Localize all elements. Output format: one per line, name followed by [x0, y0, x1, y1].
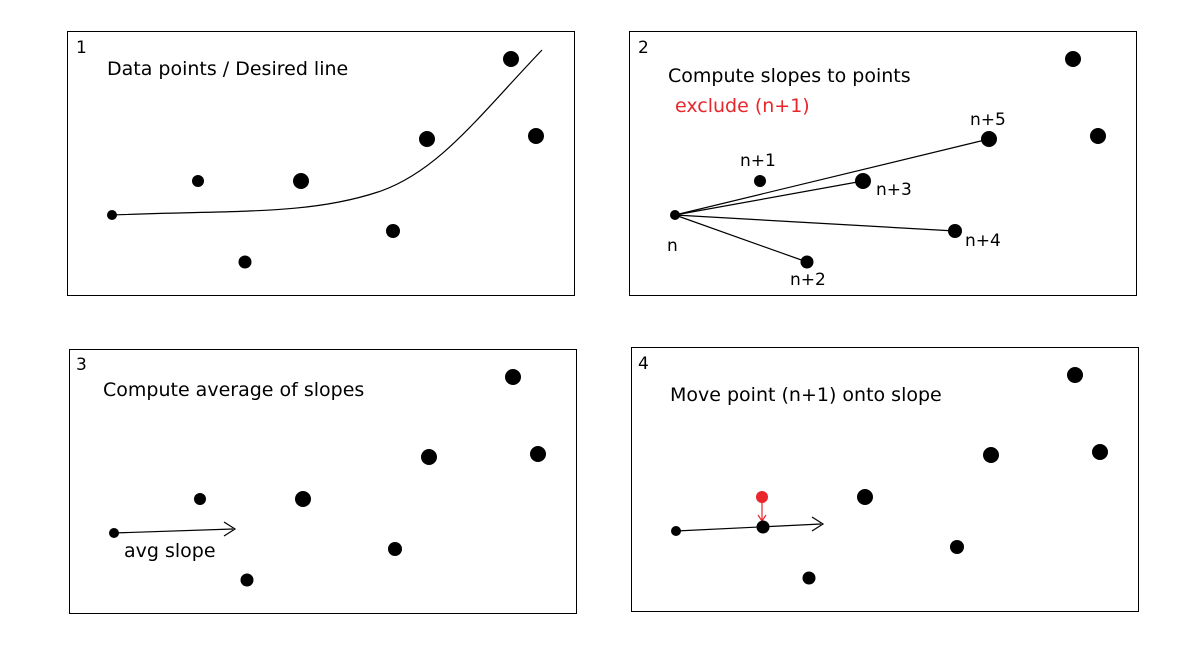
data-point — [388, 542, 402, 556]
label-n-plus-1: n+1 — [740, 151, 776, 171]
data-point — [107, 210, 117, 220]
data-point — [857, 489, 873, 505]
panel-2-plot: n n+1 n+2 n+3 n+4 n+5 — [667, 51, 1106, 290]
label-n: n — [667, 236, 678, 256]
panel-number: 1 — [76, 38, 87, 58]
data-point — [238, 255, 252, 269]
data-point — [802, 571, 816, 585]
panel-number: 2 — [638, 38, 649, 58]
panel-1-plot — [107, 49, 544, 269]
data-point — [293, 173, 309, 189]
data-point — [419, 131, 435, 147]
data-point — [1090, 128, 1106, 144]
label-n-plus-2: n+2 — [790, 270, 826, 290]
label-n-plus-5: n+5 — [970, 110, 1006, 130]
panel-caption: Compute slopes to points — [668, 65, 911, 87]
label-n-plus-3: n+3 — [876, 180, 912, 200]
data-point — [109, 528, 119, 538]
data-point — [386, 224, 400, 238]
exclude-note: exclude (n+1) — [675, 95, 810, 117]
data-point — [1092, 444, 1108, 460]
panel-3-plot — [109, 369, 546, 587]
panel-caption: Data points / Desired line — [107, 58, 349, 80]
panel-2: 2 Compute slopes to points exclude (n+1)… — [629, 31, 1137, 296]
avg-slope-arrow — [113, 528, 234, 534]
data-point — [240, 573, 254, 587]
point-n-plus-1 — [754, 175, 766, 187]
arrow-head — [811, 516, 825, 532]
point-n-plus-2 — [800, 255, 814, 269]
arrow-head — [223, 521, 237, 537]
data-point — [192, 175, 204, 187]
label-n-plus-4: n+4 — [965, 231, 1001, 251]
data-point — [1065, 51, 1081, 67]
point-n-plus-4 — [948, 224, 962, 238]
panel-4: 4 Move point (n+1) onto slope — [631, 347, 1139, 612]
avg-slope-label: avg slope — [124, 540, 216, 562]
data-point — [530, 446, 546, 462]
panel-number: 3 — [76, 355, 87, 375]
data-point — [671, 526, 681, 536]
slope-line — [674, 214, 956, 232]
data-point — [505, 369, 521, 385]
avg-slope-arrow — [675, 523, 822, 532]
panel-3: 3 Compute average of slopes avg slope — [69, 349, 577, 614]
data-point — [1067, 367, 1083, 383]
data-point — [295, 491, 311, 507]
data-point — [421, 449, 437, 465]
slope-line — [674, 214, 808, 263]
data-point — [950, 540, 964, 554]
panel-caption: Move point (n+1) onto slope — [670, 384, 942, 406]
data-point — [983, 447, 999, 463]
data-point — [194, 493, 206, 505]
point-n-plus-5 — [981, 131, 997, 147]
desired-line — [111, 49, 543, 216]
panel-caption: Compute average of slopes — [103, 379, 365, 401]
panel-1: 1 Data points / Desired line — [67, 31, 575, 296]
original-point — [756, 491, 768, 503]
data-point — [503, 51, 519, 67]
slope-line — [674, 180, 864, 216]
panel-4-plot — [671, 367, 1108, 585]
point-n — [670, 210, 680, 220]
slope-line — [674, 138, 990, 216]
data-point — [528, 128, 544, 144]
point-n-plus-3 — [855, 173, 871, 189]
panel-number: 4 — [638, 354, 649, 374]
moved-point — [756, 520, 770, 534]
